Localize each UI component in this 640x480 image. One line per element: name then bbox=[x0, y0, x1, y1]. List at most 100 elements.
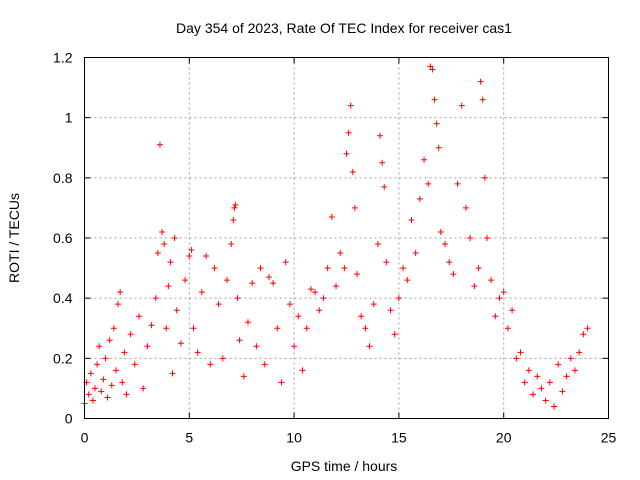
data-point bbox=[475, 265, 482, 272]
data-point bbox=[500, 289, 507, 296]
data-point bbox=[211, 265, 218, 272]
data-point bbox=[387, 307, 394, 314]
y-tick-label: 1.2 bbox=[53, 50, 73, 66]
data-point bbox=[121, 349, 128, 356]
data-point bbox=[404, 277, 411, 284]
data-point bbox=[551, 403, 558, 410]
data-point bbox=[119, 379, 126, 386]
data-point bbox=[307, 286, 314, 293]
data-point bbox=[171, 235, 178, 241]
x-axis-label: GPS time / hours bbox=[291, 458, 398, 474]
data-point bbox=[435, 144, 442, 151]
data-point bbox=[163, 325, 170, 332]
data-point bbox=[190, 325, 197, 332]
data-point bbox=[538, 385, 545, 392]
data-point bbox=[104, 394, 111, 401]
data-point bbox=[91, 385, 98, 392]
data-point bbox=[353, 271, 360, 278]
data-point bbox=[253, 343, 260, 350]
data-point bbox=[203, 253, 210, 260]
data-point bbox=[437, 228, 444, 235]
data-point bbox=[509, 307, 516, 314]
data-point bbox=[140, 385, 147, 392]
data-point bbox=[131, 361, 138, 368]
data-point bbox=[345, 129, 352, 136]
data-point bbox=[286, 301, 293, 308]
data-point bbox=[106, 337, 113, 344]
data-point bbox=[169, 370, 176, 377]
data-point bbox=[377, 132, 384, 139]
data-point bbox=[159, 228, 166, 235]
data-point bbox=[563, 373, 570, 380]
data-points bbox=[81, 63, 591, 410]
data-point bbox=[257, 265, 264, 272]
data-point bbox=[198, 289, 205, 296]
data-point bbox=[234, 295, 241, 302]
data-point bbox=[580, 331, 587, 338]
data-point bbox=[265, 274, 272, 281]
y-tick-label: 1 bbox=[65, 110, 73, 126]
x-tick-label: 0 bbox=[81, 430, 89, 446]
data-point bbox=[555, 361, 562, 368]
data-point bbox=[320, 295, 327, 302]
data-point bbox=[471, 283, 478, 290]
data-point bbox=[530, 391, 537, 398]
data-point bbox=[231, 204, 238, 211]
data-point bbox=[295, 313, 302, 320]
data-point bbox=[362, 325, 369, 332]
data-point bbox=[165, 283, 172, 290]
tick-labels: 0 5 10 15 20 25 0 0.2 0.4 0.6 0.8 1 1.2 bbox=[53, 50, 616, 446]
data-point bbox=[467, 235, 474, 241]
data-point bbox=[148, 322, 155, 329]
grid-lines bbox=[84, 57, 609, 419]
data-point bbox=[94, 361, 101, 368]
data-point bbox=[400, 265, 407, 272]
data-point bbox=[408, 216, 415, 223]
data-point bbox=[207, 361, 214, 368]
data-point bbox=[240, 373, 247, 380]
data-point bbox=[462, 204, 469, 211]
data-point bbox=[431, 96, 438, 103]
data-point bbox=[236, 337, 243, 344]
data-point bbox=[525, 367, 532, 374]
data-point bbox=[427, 63, 434, 70]
data-point bbox=[477, 78, 484, 85]
data-point bbox=[182, 277, 189, 284]
data-point bbox=[156, 141, 163, 148]
data-point bbox=[576, 349, 583, 356]
data-point bbox=[479, 96, 486, 103]
y-axis-label: ROTI / TECUs bbox=[6, 193, 22, 283]
data-point bbox=[177, 340, 184, 347]
data-point bbox=[230, 216, 237, 223]
data-point bbox=[173, 307, 180, 314]
data-point bbox=[167, 259, 174, 266]
data-point bbox=[152, 295, 159, 302]
x-tick-label: 5 bbox=[185, 430, 193, 446]
data-point bbox=[370, 301, 377, 308]
data-point bbox=[249, 280, 256, 287]
data-point bbox=[379, 159, 386, 166]
data-point bbox=[343, 150, 350, 157]
data-point bbox=[115, 301, 122, 308]
data-point bbox=[521, 379, 528, 386]
data-point bbox=[96, 343, 103, 350]
data-point bbox=[559, 388, 566, 395]
data-point bbox=[450, 271, 457, 278]
data-point bbox=[274, 325, 281, 332]
data-point bbox=[395, 295, 402, 302]
data-point bbox=[312, 289, 319, 296]
data-point bbox=[154, 250, 161, 257]
data-point bbox=[571, 367, 578, 374]
data-point bbox=[517, 349, 524, 356]
data-point bbox=[188, 247, 195, 254]
data-point bbox=[341, 265, 348, 272]
data-point bbox=[488, 277, 495, 284]
data-point bbox=[228, 241, 235, 248]
data-point bbox=[349, 168, 356, 175]
data-point bbox=[161, 241, 168, 248]
data-point bbox=[127, 331, 134, 338]
data-point bbox=[144, 343, 151, 350]
data-point bbox=[98, 388, 105, 395]
data-point bbox=[87, 370, 94, 377]
